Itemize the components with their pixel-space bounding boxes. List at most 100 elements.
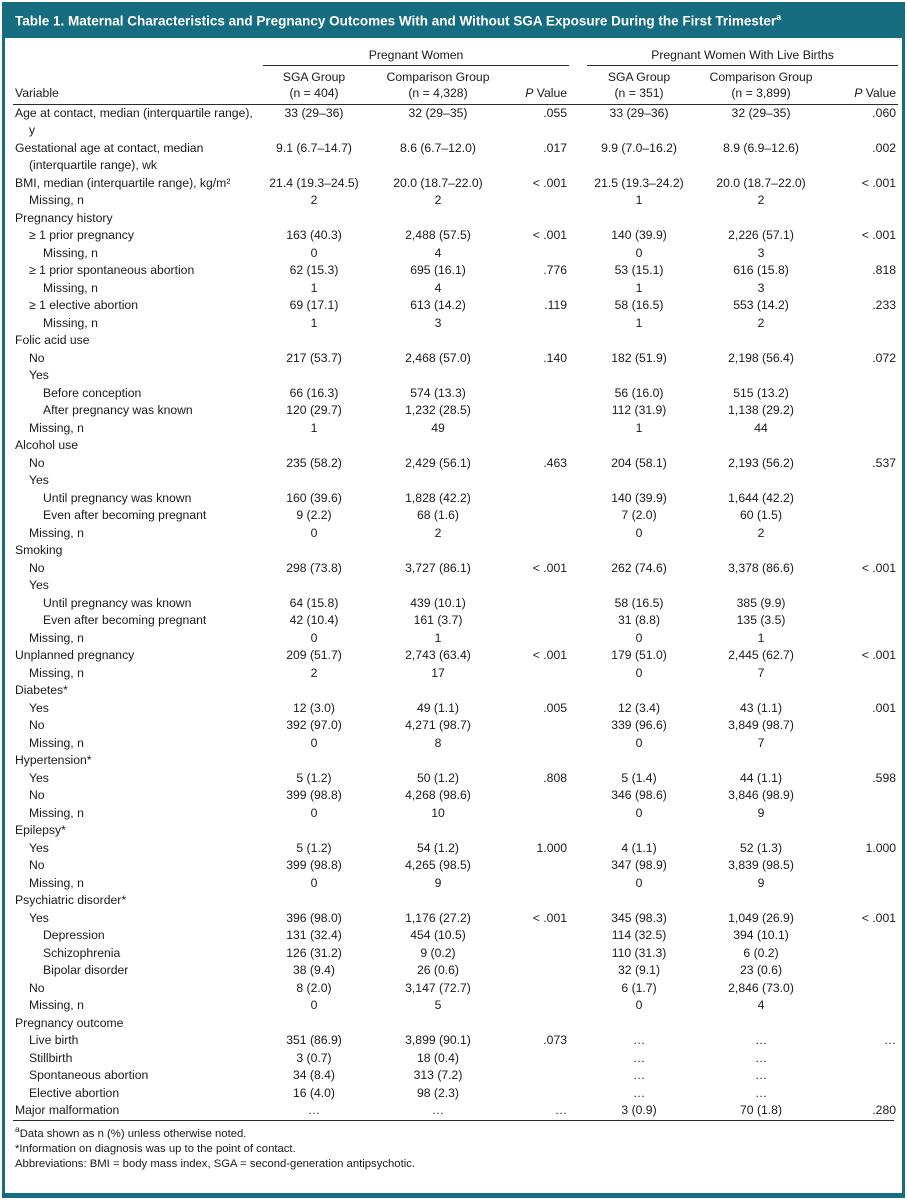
table-cell: 0: [310, 630, 318, 645]
table-cell: 60 (1.5): [740, 508, 783, 523]
table-cell: 12 (3.4): [618, 700, 661, 715]
table-cell: [511, 962, 569, 980]
table-cell: 616 (15.8): [733, 263, 789, 278]
table-cell: [831, 315, 898, 333]
table-cell: [691, 682, 831, 700]
table-cell: 1: [310, 420, 318, 435]
table-cell: [831, 735, 898, 753]
table-cell: < .001: [861, 175, 897, 190]
row-gap: [569, 490, 587, 508]
row-label: Yes: [29, 910, 49, 925]
row-label: Unplanned pregnancy: [15, 648, 135, 663]
table-cell: [831, 367, 898, 385]
table-cell: 56 (16.0): [614, 385, 664, 400]
table-cell: .001: [872, 700, 897, 715]
table-cell: [511, 367, 569, 385]
table-cell: [511, 717, 569, 735]
table-row: Until pregnancy was known 64 (15.8) 439 (1…: [13, 595, 898, 613]
table-cell: .280: [872, 1103, 897, 1118]
table-cell: [587, 1015, 691, 1033]
table-cell: 1: [757, 630, 765, 645]
table-cell: 69 (17.1): [289, 298, 339, 313]
table-cell: [831, 612, 898, 630]
row-label: Even after becoming pregnant: [43, 508, 207, 523]
table-cell: 1: [310, 280, 318, 295]
table-cell: 9.9 (7.0–16.2): [601, 140, 677, 155]
row-label: Age at contact, median (interquartile ra…: [15, 105, 253, 138]
table-row: Missing, n 2 2 1 2: [13, 192, 898, 210]
table-row: Pregnancy history: [13, 210, 898, 228]
row-gap: [569, 997, 587, 1015]
table-cell: 399 (98.8): [286, 788, 342, 803]
table-cell: 58 (16.5): [614, 595, 664, 610]
table-cell: 235 (58.2): [286, 455, 342, 470]
table-cell: [511, 752, 569, 770]
table-cell: [831, 1085, 898, 1103]
column-header-variable: Variable: [13, 66, 263, 105]
table-row: Spontaneous abortion 34 (8.4) 313 (7.2)……: [13, 1067, 898, 1085]
table-row: No 399 (98.8) 4,265 (98.5) 347 (98.9) 3,839 …: [13, 857, 898, 875]
table-cell: [691, 437, 831, 455]
table-row: No 392 (97.0) 4,271 (98.7) 339 (96.6) 3,849 …: [13, 717, 898, 735]
table-cell: 2: [310, 193, 318, 208]
row-label: Major malformation: [15, 1103, 120, 1118]
table-cell: 26 (0.6): [416, 963, 459, 978]
table-cell: 66 (16.3): [289, 385, 339, 400]
table-cell: 3 (0.7): [296, 1050, 332, 1065]
table-cell: 0: [635, 525, 643, 540]
column-header-row: Variable SGA Group (n = 404) Comparison G…: [13, 66, 899, 105]
table-cell: 8.9 (6.9–12.6): [723, 140, 799, 155]
column-header-p-value-2: P Value: [831, 66, 899, 105]
table-cell: [831, 385, 898, 403]
table-cell: 2,468 (57.0): [405, 350, 471, 365]
table-cell: 18 (0.4): [416, 1050, 459, 1065]
table-cell: 3,147 (72.7): [405, 980, 471, 995]
table-cell: 1.000: [536, 840, 568, 855]
table-cell: [511, 245, 569, 263]
table-row: Even after becoming pregnant 9 (2.2) 68 (1…: [13, 507, 898, 525]
table-row: Missing, n 0 4 0 3: [13, 245, 898, 263]
table-cell: 346 (98.6): [611, 788, 667, 803]
row-gap: [569, 350, 587, 368]
table-cell: [831, 980, 898, 998]
table-cell: 33 (29–36): [284, 105, 344, 120]
row-gap: [569, 472, 587, 490]
table-row: No 217 (53.7) 2,468 (57.0) .140 182 (51.9) 2,…: [13, 350, 898, 368]
table-cell: 1,828 (42.2): [405, 490, 471, 505]
table-cell: 68 (1.6): [416, 508, 459, 523]
group-header-pregnant-women-label: Pregnant Women: [263, 48, 570, 67]
table-row: Even after becoming pregnant 42 (10.4) 161…: [13, 612, 898, 630]
table-row: Missing, n 1 4 1 3: [13, 280, 898, 298]
table-cell: [511, 822, 569, 840]
table-cell: 6 (0.2): [743, 945, 779, 960]
table-cell: 120 (29.7): [286, 403, 342, 418]
table-cell: 31 (8.8): [618, 613, 661, 628]
table-cell: [831, 332, 898, 350]
row-gap: [569, 665, 587, 683]
row-label: Gestational age at contact, median (inte…: [15, 140, 204, 173]
row-label: No: [29, 788, 45, 803]
row-label: Until pregnancy was known: [43, 595, 192, 610]
table-title-superscript: a: [776, 12, 782, 22]
table-cell: [511, 385, 569, 403]
table-cell: …: [632, 1050, 646, 1065]
table-cell: 0: [310, 735, 318, 750]
table-cell: …: [554, 1103, 568, 1118]
table-cell: [831, 577, 898, 595]
table-cell: [831, 945, 898, 963]
table-cell: < .001: [861, 910, 897, 925]
table-cell: 10: [431, 805, 445, 820]
table-cell: [691, 472, 831, 490]
row-label: Smoking: [15, 543, 63, 558]
table-cell: < .001: [532, 175, 568, 190]
table-cell: [831, 402, 898, 420]
table-row: Depression 131 (32.4) 454 (10.5) 114 (32.5)…: [13, 927, 898, 945]
table-cell: .140: [543, 350, 568, 365]
table-cell: 2: [757, 315, 765, 330]
table-cell: 1,232 (28.5): [405, 403, 471, 418]
row-gap: [569, 857, 587, 875]
table-cell: .005: [543, 700, 568, 715]
table-cell: [511, 857, 569, 875]
table-area: Pregnant Women Pregnant Women With Live …: [5, 38, 902, 1193]
table-row: Diabetes*: [13, 682, 898, 700]
